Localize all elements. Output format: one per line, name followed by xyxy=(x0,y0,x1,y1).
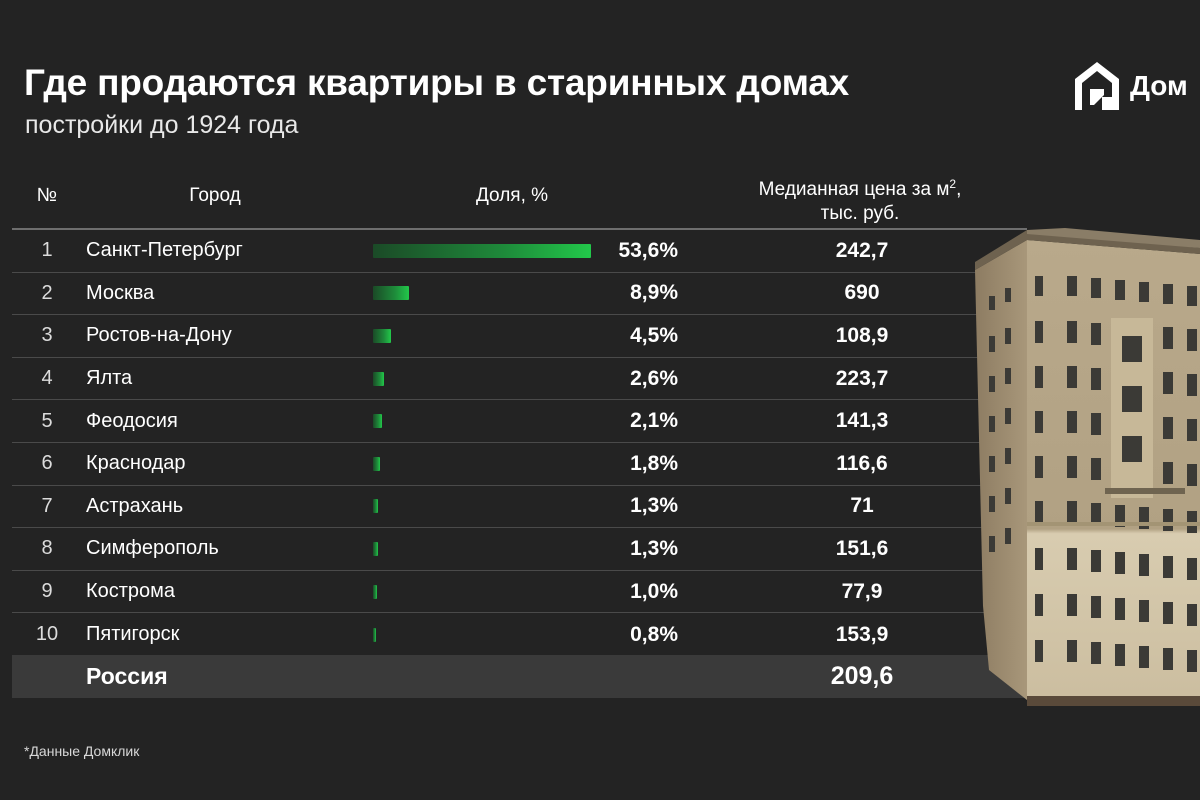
row-bar-cell xyxy=(373,230,595,272)
footnote: *Данные Домклик xyxy=(24,743,140,759)
row-share: 1,0% xyxy=(630,579,678,603)
row-price: 71 xyxy=(850,494,874,518)
row-share: 2,1% xyxy=(630,409,678,433)
row-price: 77,9 xyxy=(841,579,883,603)
row-bar-cell xyxy=(373,528,595,570)
row-num: 8 xyxy=(41,537,53,560)
table-body: 1 Санкт-Петербург 53,6% 242,7 2 Москва 8… xyxy=(12,230,1027,656)
table-row: 7 Астрахань 1,3% 71 xyxy=(12,486,1027,529)
row-city: Москва xyxy=(86,281,155,304)
row-price: 690 xyxy=(844,281,880,305)
row-city: Санкт-Петербург xyxy=(86,239,243,262)
row-city: Феодосия xyxy=(86,409,178,432)
row-city: Астрахань xyxy=(86,494,184,517)
table-row: 6 Краснодар 1,8% 116,6 xyxy=(12,443,1027,486)
row-price: 141,3 xyxy=(835,409,889,433)
row-bar-cell xyxy=(373,613,595,656)
header-share: Доля, % xyxy=(475,185,549,206)
header-price-line1: Медианная цена за м xyxy=(758,179,950,200)
row-price: 153,9 xyxy=(835,622,889,646)
row-share: 1,3% xyxy=(630,494,678,518)
page-subtitle: постройки до 1924 года xyxy=(25,111,299,139)
row-bar-cell xyxy=(373,486,595,528)
total-price: 209,6 xyxy=(830,662,894,690)
brand-name: Дом xyxy=(1130,70,1188,101)
row-bar-cell xyxy=(373,571,595,613)
row-bar-cell xyxy=(373,273,595,315)
row-num: 4 xyxy=(41,367,53,390)
table-row: 4 Ялта 2,6% 223,7 xyxy=(12,358,1027,401)
total-row: Россия 209,6 xyxy=(12,655,1027,698)
row-share: 2,6% xyxy=(630,366,678,390)
header-price-line2: тыс. руб. xyxy=(820,203,900,224)
table-top-rule xyxy=(12,228,1027,230)
row-share: 53,6% xyxy=(618,238,678,262)
row-bar-cell xyxy=(373,443,595,485)
share-bar xyxy=(373,541,379,556)
share-bar xyxy=(373,414,382,429)
header-price: Медианная цена за м2, тыс. руб. xyxy=(730,172,990,226)
page-title: Где продаются квартиры в старинных домах xyxy=(24,62,850,103)
share-bar xyxy=(373,286,410,301)
row-share: 1,8% xyxy=(630,451,678,475)
table-row: 9 Кострома 1,0% 77,9 xyxy=(12,571,1027,614)
table-row: 2 Москва 8,9% 690 xyxy=(12,273,1027,316)
row-city: Пятигорск xyxy=(86,623,180,646)
row-city: Ростов-на-Дону xyxy=(86,324,232,347)
row-price: 108,9 xyxy=(835,323,889,347)
row-price: 116,6 xyxy=(836,451,888,475)
row-num: 6 xyxy=(41,452,53,475)
row-price: 242,7 xyxy=(835,238,889,262)
row-share: 0,8% xyxy=(630,622,678,646)
table-row: 3 Ростов-на-Дону 4,5% 108,9 xyxy=(12,315,1027,358)
table-row: 8 Симферополь 1,3% 151,6 xyxy=(12,528,1027,571)
share-bar xyxy=(373,243,591,258)
total-label: Россия xyxy=(86,663,168,689)
table-row: 5 Феодосия 2,1% 141,3 xyxy=(12,400,1027,443)
header-city: Город xyxy=(189,185,241,206)
row-bar-cell xyxy=(373,358,595,400)
row-share: 4,5% xyxy=(630,323,678,347)
row-share: 1,3% xyxy=(630,536,678,560)
row-num: 9 xyxy=(41,580,53,603)
row-num: 1 xyxy=(41,239,53,262)
row-bar-cell xyxy=(373,400,595,442)
old-building-icon xyxy=(975,228,1200,706)
row-city: Кострома xyxy=(86,580,176,603)
row-price: 151,6 xyxy=(835,536,889,560)
share-bar xyxy=(373,328,392,343)
row-city: Симферополь xyxy=(86,537,219,560)
share-bar xyxy=(373,456,381,471)
row-bar-cell xyxy=(373,315,595,357)
share-bar xyxy=(373,371,384,386)
row-num: 7 xyxy=(41,494,53,517)
header-price-suffix: , xyxy=(956,179,962,200)
row-num: 2 xyxy=(41,281,53,304)
share-bar xyxy=(373,584,378,599)
row-city: Краснодар xyxy=(86,452,186,475)
row-city: Ялта xyxy=(86,367,133,390)
house-logo-icon xyxy=(1075,62,1119,110)
row-num: 10 xyxy=(35,623,59,646)
table-row: 10 Пятигорск 0,8% 153,9 xyxy=(12,613,1027,656)
row-num: 3 xyxy=(41,324,53,347)
table-row: 1 Санкт-Петербург 53,6% 242,7 xyxy=(12,230,1027,273)
row-num: 5 xyxy=(41,409,53,432)
header-price-sup: 2 xyxy=(949,177,957,191)
header-num: № xyxy=(36,185,58,206)
row-share: 8,9% xyxy=(630,281,678,305)
brand-logo: Дом xyxy=(1072,58,1188,114)
share-bar xyxy=(373,499,379,514)
row-price: 223,7 xyxy=(835,366,889,390)
share-bar xyxy=(373,627,377,642)
